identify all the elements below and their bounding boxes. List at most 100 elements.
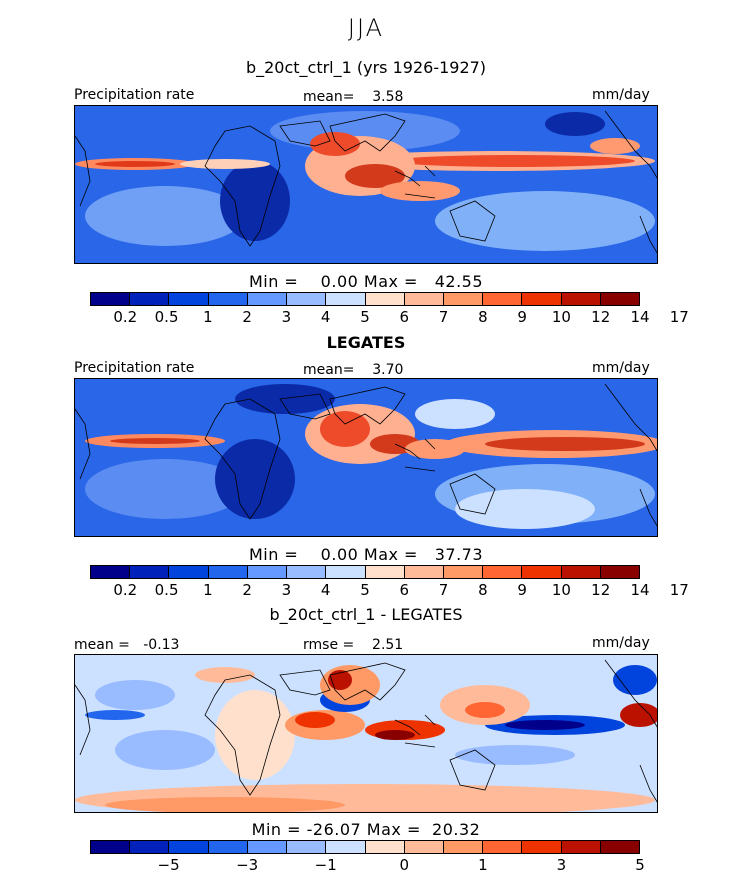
colorbar-tick-label: 0.5 — [154, 581, 179, 599]
colorbar-swatch — [247, 841, 288, 853]
colorbar-swatch — [522, 841, 562, 853]
colorbar-tick-label: 5 — [635, 856, 645, 874]
colorbar-swatch — [169, 566, 209, 578]
colorbar-tick-label: 8 — [478, 581, 488, 599]
colorbar-tick-label: 0.2 — [113, 308, 138, 326]
panel-1-mean-label: mean= 3.58 — [303, 89, 404, 105]
colorbar-swatch — [365, 566, 405, 578]
colorbar-swatch — [443, 293, 484, 305]
colorbar-tick-label: 6 — [399, 308, 410, 326]
colorbar-swatch — [443, 841, 484, 853]
colorbar-swatch — [287, 293, 327, 305]
colorbar-tick-label: 9 — [517, 581, 527, 599]
colorbar-swatch — [404, 293, 444, 305]
colorbar-swatch — [326, 841, 366, 853]
colorbar-tick-label: 4 — [320, 581, 331, 599]
colorbar-tick-label: 12 — [591, 308, 611, 326]
colorbar-swatch — [443, 566, 484, 578]
panel-1-colorbar-ticks: 0.2 0.5 1 2 3 4 5 6 7 8 9 10 12 14 17 — [90, 308, 688, 326]
colorbar-swatch — [483, 293, 523, 305]
colorbar-swatch — [130, 566, 170, 578]
colorbar-swatch — [326, 566, 366, 578]
panel-3-title: b_20ct_ctrl_1 - LEGATES — [269, 605, 463, 624]
colorbar-tick-label: 2 — [242, 581, 252, 599]
panel-2-units-label: mm/day — [592, 360, 650, 376]
panel-1-minmax: Min = 0.00 Max = 42.55 — [248, 272, 484, 291]
colorbar-tick-label: 7 — [438, 308, 449, 326]
panel-3-rmse-label: rmse = 2.51 — [303, 637, 404, 653]
colorbar-swatch — [561, 566, 601, 578]
colorbar-tick-label: 5 — [360, 581, 370, 599]
colorbar-swatch — [247, 566, 288, 578]
colorbar-swatch — [404, 566, 444, 578]
colorbar-tick-label: 10 — [551, 308, 571, 326]
colorbar-tick-label: 10 — [551, 581, 571, 599]
panel-1-units-label: mm/day — [592, 87, 650, 103]
colorbar-tick-label: 5 — [360, 308, 370, 326]
colorbar-tick-label: 17 — [669, 308, 689, 326]
panel-1-map — [74, 105, 658, 264]
colorbar-swatch — [600, 566, 640, 578]
colorbar-tick-label: 9 — [517, 308, 527, 326]
colorbar-tick-label: 1 — [203, 308, 213, 326]
colorbar-swatch — [208, 841, 248, 853]
main-title: JJA — [347, 14, 385, 42]
panel-1-title: b_20ct_ctrl_1 (yrs 1926-1927) — [245, 58, 487, 77]
colorbar-tick-label: 17 — [669, 581, 689, 599]
panel-2-colorbar — [90, 565, 640, 579]
colorbar-tick-label: −3 — [236, 856, 259, 874]
colorbar-swatch — [404, 841, 444, 853]
panel-2-map — [74, 378, 658, 537]
colorbar-tick-label: 0 — [399, 856, 410, 874]
colorbar-swatch — [287, 566, 327, 578]
colorbar-swatch — [326, 293, 366, 305]
panel-1-colorbar — [90, 292, 640, 306]
colorbar-swatch — [91, 293, 131, 305]
panel-2-colorbar-ticks: 0.2 0.5 1 2 3 4 5 6 7 8 9 10 12 14 17 — [90, 581, 688, 599]
colorbar-tick-label: 4 — [320, 308, 331, 326]
panel-2-title: LEGATES — [326, 333, 406, 352]
colorbar-tick-label: 6 — [399, 581, 410, 599]
colorbar-tick-label: 12 — [591, 581, 611, 599]
colorbar-swatch — [522, 566, 562, 578]
colorbar-swatch — [483, 566, 523, 578]
colorbar-swatch — [365, 293, 405, 305]
panel-3-units-label: mm/day — [592, 635, 650, 651]
colorbar-swatch — [483, 841, 523, 853]
colorbar-swatch — [208, 566, 248, 578]
colorbar-tick-label: 1 — [478, 856, 488, 874]
colorbar-swatch — [247, 293, 288, 305]
colorbar-swatch — [91, 566, 131, 578]
panel-2-minmax: Min = 0.00 Max = 37.73 — [248, 545, 484, 564]
panel-1-variable-label: Precipitation rate — [74, 87, 195, 103]
panel-3-minmax: Min = -26.07 Max = 20.32 — [251, 820, 481, 839]
panel-3-map — [74, 654, 658, 813]
colorbar-tick-label: 14 — [630, 581, 650, 599]
colorbar-tick-label: 1 — [203, 581, 213, 599]
colorbar-swatch — [365, 841, 405, 853]
panel-2-variable-label: Precipitation rate — [74, 360, 195, 376]
colorbar-tick-label: 0.5 — [154, 308, 179, 326]
colorbar-swatch — [600, 841, 640, 853]
colorbar-tick-label: 8 — [478, 308, 488, 326]
colorbar-swatch — [130, 841, 170, 853]
colorbar-tick-label: 3 — [281, 308, 292, 326]
colorbar-swatch — [130, 293, 170, 305]
colorbar-swatch — [169, 841, 209, 853]
colorbar-tick-label: 0.2 — [113, 581, 138, 599]
colorbar-swatch — [561, 293, 601, 305]
colorbar-tick-label: 3 — [556, 856, 567, 874]
colorbar-swatch — [169, 293, 209, 305]
colorbar-swatch — [287, 841, 327, 853]
colorbar-tick-label: −1 — [314, 856, 337, 874]
colorbar-swatch — [561, 841, 601, 853]
colorbar-swatch — [522, 293, 562, 305]
colorbar-swatch — [208, 293, 248, 305]
panel-3-mean-label: mean = -0.13 — [74, 637, 180, 653]
colorbar-tick-label: −5 — [157, 856, 180, 874]
panel-3-colorbar — [90, 840, 640, 854]
colorbar-swatch — [91, 841, 131, 853]
panel-2-mean-label: mean= 3.70 — [303, 362, 404, 378]
colorbar-tick-label: 14 — [630, 308, 650, 326]
panel-3-colorbar-ticks: −5 −3 −1 0 1 3 5 — [90, 856, 645, 874]
